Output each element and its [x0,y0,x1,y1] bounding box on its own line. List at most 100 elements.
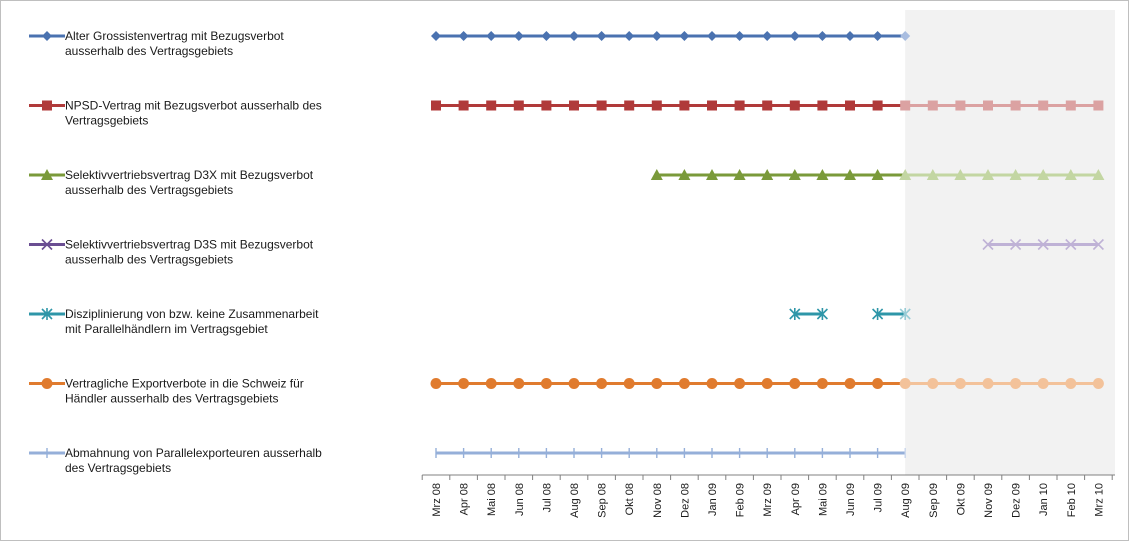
data-point [430,378,442,389]
data-point [541,31,552,41]
data-point [816,378,828,389]
x-tick-label: Mai 08 [486,483,498,516]
data-point [1065,378,1077,389]
legend-label: ausserhalb des Vertragsgebiets [65,44,233,58]
data-point [1092,378,1104,389]
x-tick-label: Feb 09 [735,483,747,517]
legend-marker [41,169,53,180]
legend-marker [41,308,53,320]
series [982,238,1104,251]
data-point [569,31,579,41]
data-point [872,378,884,389]
data-point [955,100,966,111]
x-tick-label: Jun 09 [845,483,857,516]
legend-label: mit Parallelhändlern im Vertragsgebiet [65,322,268,336]
data-point [926,169,939,180]
data-point [817,100,828,111]
data-point [679,100,690,111]
data-point [1065,238,1077,251]
data-point [954,378,966,389]
data-point [983,100,993,111]
data-point [900,100,911,111]
data-point [900,31,911,41]
data-point [706,378,718,389]
data-point [1092,169,1105,180]
legend-item: Abmahnung von Parallelexporteuren ausser… [29,446,322,475]
x-tick-label: Jan 10 [1038,483,1050,516]
shaded-region-rect [905,10,1115,475]
series [431,100,1104,111]
x-tick-label: Nov 09 [983,483,995,518]
data-point [1010,238,1022,251]
data-point [899,378,911,389]
x-tick-label: Jul 08 [541,483,553,512]
legend: Alter Grossistenvertrag mit Bezugsverbot… [29,29,322,475]
data-point [624,100,635,111]
x-tick-label: Feb 10 [1066,483,1078,517]
series [435,448,906,458]
data-point [513,378,525,389]
data-point [458,100,469,111]
data-point [845,31,855,41]
data-point [458,378,470,389]
data-point [789,100,800,111]
data-point [678,169,691,180]
data-point [816,308,828,320]
legend-item: Selektivvertriebsvertrag D3X mit Bezugsv… [29,168,314,197]
legend-label: des Vertragsgebiets [65,461,171,475]
data-point [513,100,524,111]
legend-label: Disziplinierung von bzw. keine Zusammena… [65,307,319,321]
data-point [817,31,828,41]
data-point [871,169,884,180]
series [789,308,911,320]
legend-label: Abmahnung von Parallelexporteuren ausser… [65,446,322,460]
data-point [651,100,662,111]
data-point [596,100,607,111]
data-point [789,308,801,320]
legend-item: Selektivvertriebsvertrag D3S mit Bezugsv… [29,238,314,267]
data-point [623,378,635,389]
data-point [789,378,801,389]
data-point [872,31,883,41]
x-tick-label: Sep 09 [928,483,940,518]
data-point [761,169,774,180]
data-point [624,31,635,41]
legend-marker [42,100,52,111]
data-point [899,308,911,320]
data-point [844,378,856,389]
legend-label: Vertragsgebiets [65,114,148,128]
data-point [1093,100,1104,111]
data-point [706,169,718,180]
data-point [927,378,939,389]
x-tick-label: Mrz 08 [431,483,443,517]
x-tick-label: Dez 08 [679,483,691,518]
x-tick-label: Mrz 09 [762,483,774,517]
data-point [1037,378,1049,389]
x-tick-label: Dez 09 [1011,483,1023,518]
x-tick-label: Jul 09 [873,483,885,512]
data-point [431,100,441,111]
data-point [678,378,690,389]
data-point [596,31,607,41]
data-point [1037,238,1049,251]
data-point [954,169,967,180]
legend-label: Alter Grossistenvertrag mit Bezugsverbot [65,29,284,43]
data-point [982,169,994,180]
data-point [762,31,773,41]
data-point [845,100,855,111]
series [650,169,1105,180]
legend-label: Selektivvertriebsvertrag D3S mit Bezugsv… [65,238,314,252]
data-point [734,31,745,41]
legend-marker [41,378,53,389]
data-point [982,378,994,389]
data-point [679,31,690,41]
data-point [540,378,552,389]
data-point [733,169,746,180]
legend-item: NPSD-Vertrag mit Bezugsverbot ausserhalb… [29,99,322,128]
series-layer [430,31,1105,458]
data-point [486,31,497,41]
data-point [816,169,829,180]
legend-label: ausserhalb des Vertragsgebiets [65,253,233,267]
data-point [1009,169,1022,180]
